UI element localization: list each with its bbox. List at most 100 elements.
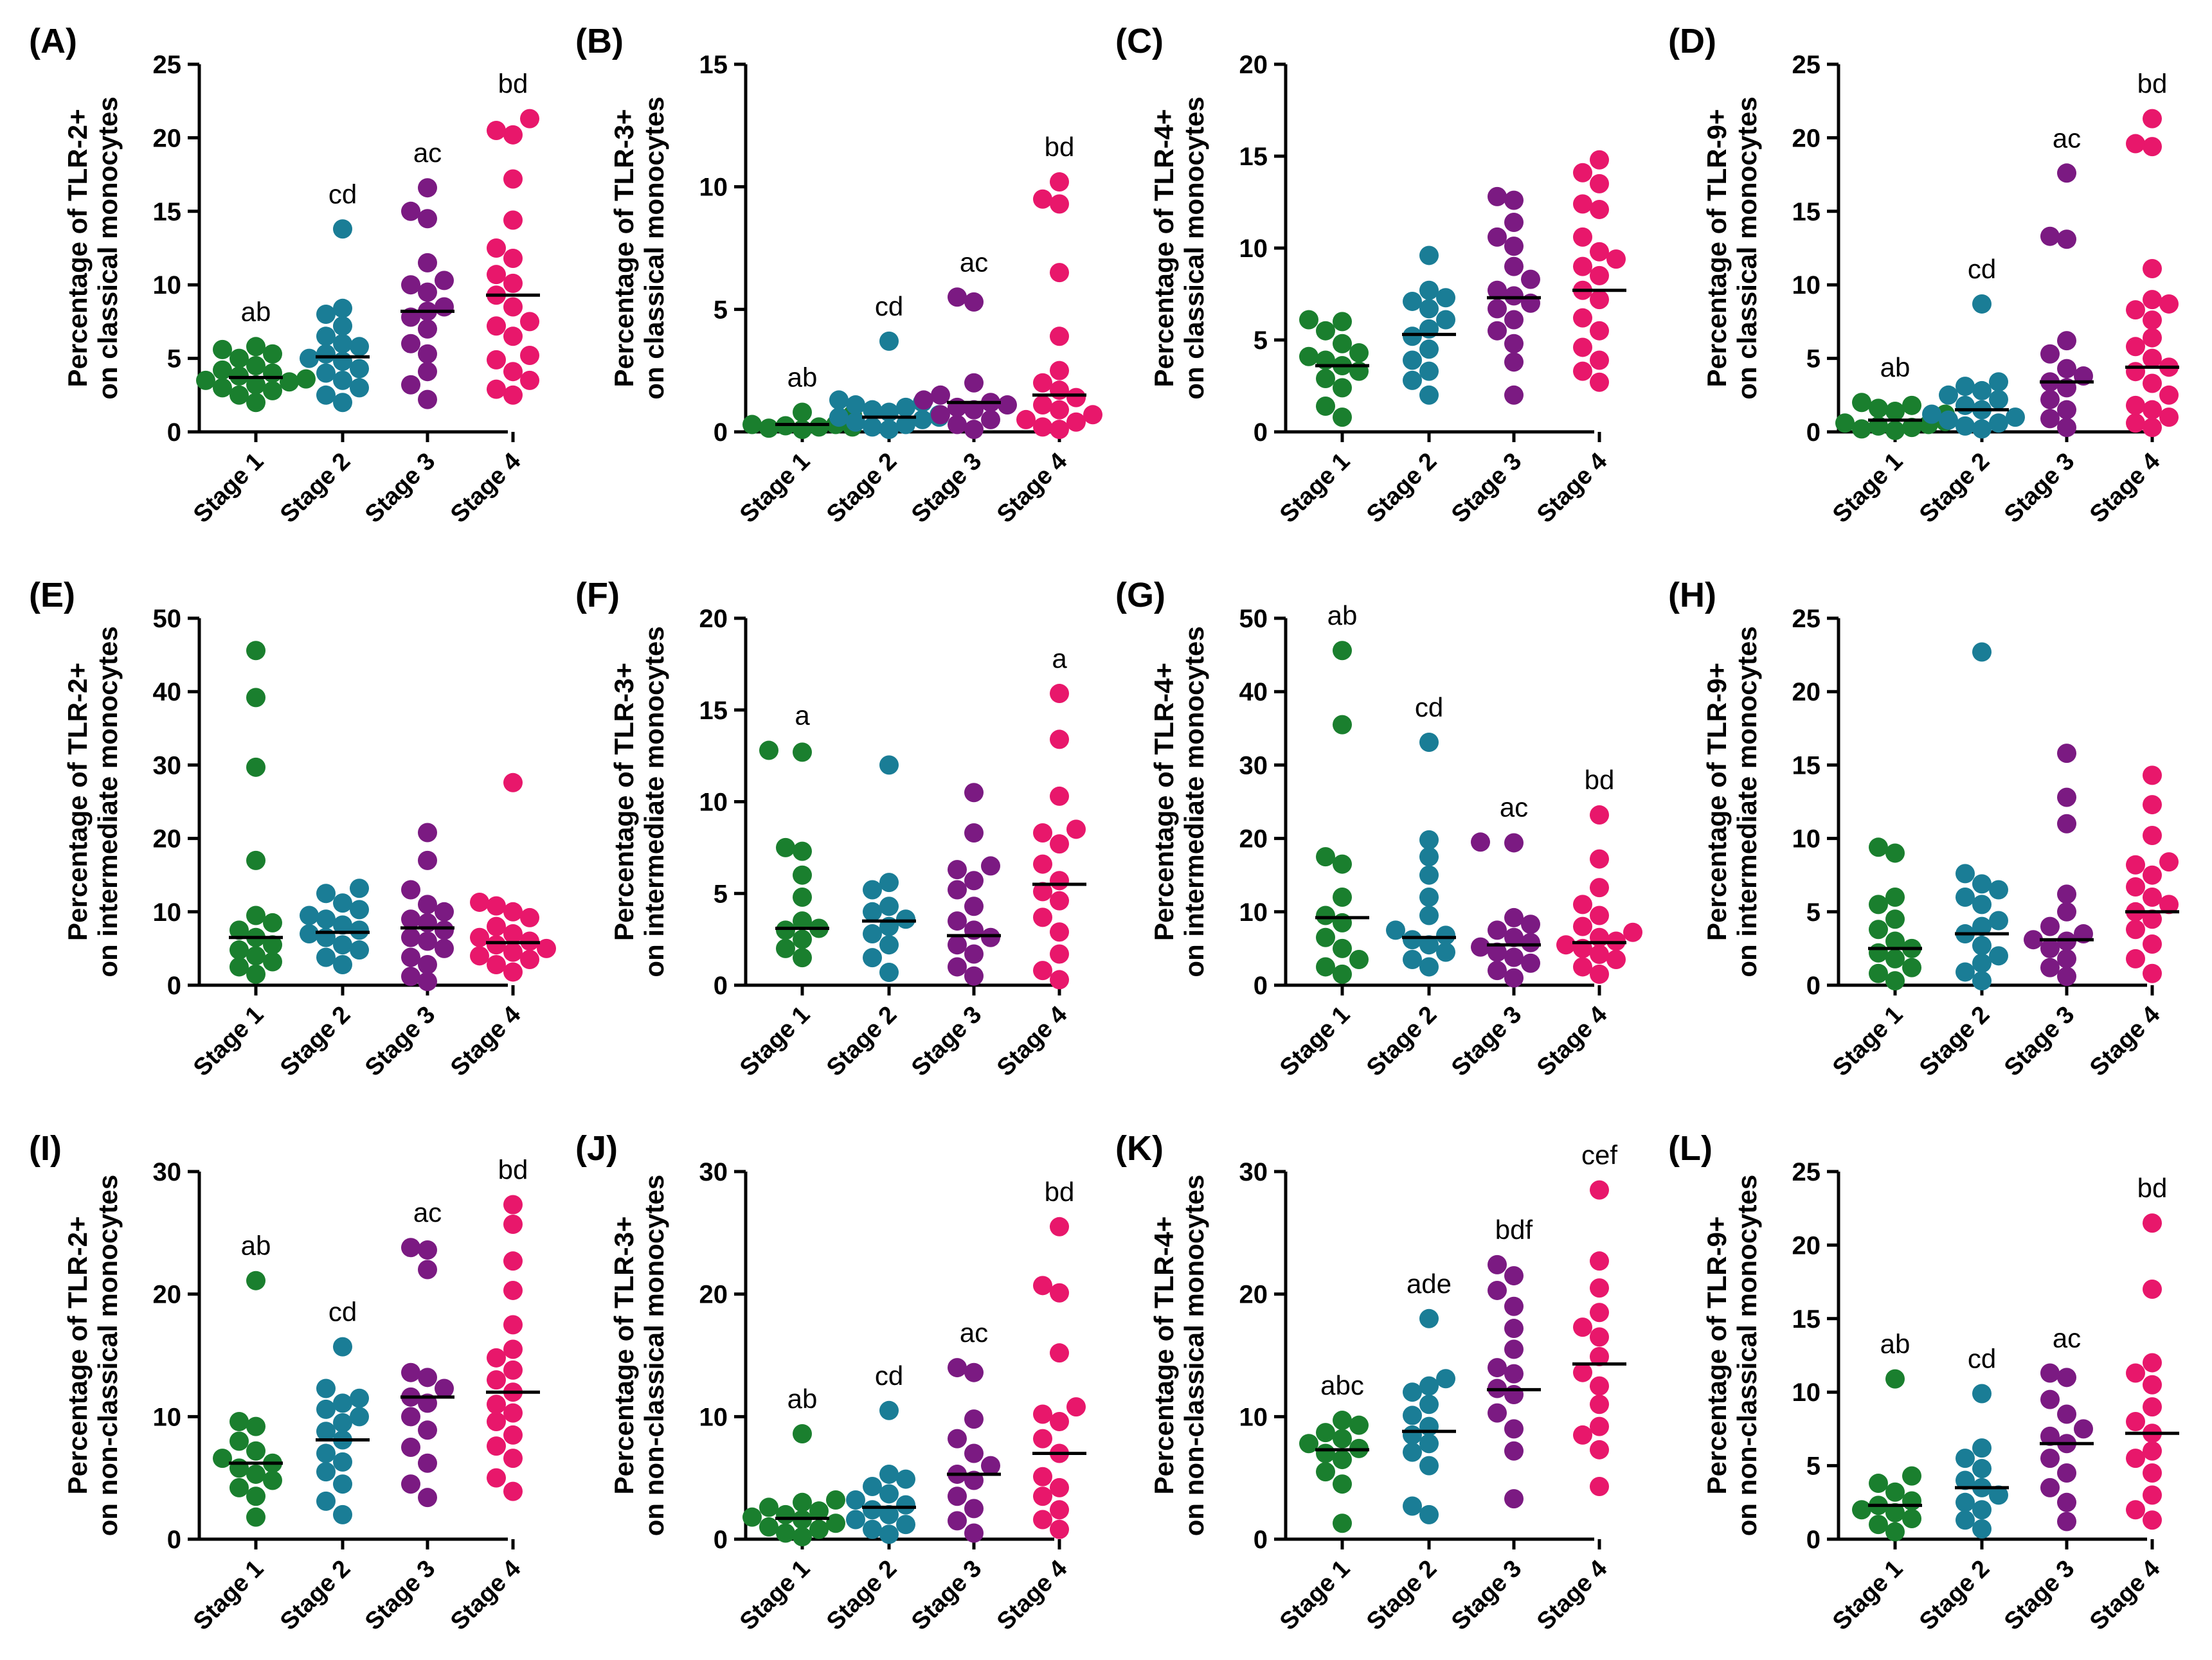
point-stage-3: [1521, 933, 1540, 952]
point-stage-4: [470, 927, 489, 947]
point-stage-4: [2143, 400, 2162, 420]
y-axis-label-line1: Percentage of TLR-9+: [1702, 109, 1732, 388]
point-stage-4: [2126, 1363, 2145, 1383]
point-stage-4: [1016, 409, 1036, 429]
point-stage-3: [401, 967, 420, 986]
point-stage-1: [1333, 1474, 1352, 1494]
point-stage-3: [418, 362, 437, 382]
point-stage-3: [1504, 212, 1524, 232]
point-stage-3: [948, 1429, 967, 1449]
point-stage-3: [2074, 1419, 2093, 1439]
point-stage-1: [213, 1449, 232, 1468]
point-stage-3: [964, 966, 984, 986]
point-stage-3: [1521, 269, 1540, 289]
y-tick-label: 20: [1239, 825, 1268, 853]
y-axis-label-line2: on classical monocytes: [1732, 96, 1762, 400]
point-stage-3: [1521, 953, 1540, 973]
point-stage-2: [1972, 1500, 1992, 1520]
point-stage-3: [418, 1488, 437, 1508]
point-stage-4: [2143, 826, 2162, 846]
point-stage-4: [1050, 1500, 1069, 1520]
point-stage-2: [896, 397, 915, 417]
point-stage-2: [333, 298, 352, 318]
point-stage-2: [1419, 906, 1439, 925]
point-stage-1: [759, 1517, 778, 1537]
point-stage-4: [1590, 927, 1609, 947]
point-stage-4: [2143, 290, 2162, 310]
point-stage-3: [931, 405, 950, 425]
point-stage-3: [435, 297, 454, 317]
point-stage-4: [1590, 199, 1609, 219]
point-stage-4: [1050, 944, 1069, 964]
point-stage-4: [1590, 964, 1609, 984]
point-stage-4: [1033, 373, 1052, 393]
point-stage-4: [2159, 852, 2179, 872]
point-stage-4: [1590, 290, 1609, 310]
point-stage-2: [1922, 404, 1941, 424]
point-stage-2: [879, 1484, 899, 1504]
panel-i: (I) Percentage of TLR-2+ on non-classical …: [29, 1129, 540, 1636]
point-stage-4: [2126, 337, 2145, 357]
point-stage-3: [401, 909, 420, 929]
point-stage-3: [2040, 344, 2060, 364]
point-stage-1: [1852, 393, 1871, 413]
point-stage-2: [333, 334, 352, 353]
x-tick-label: Stage 2: [822, 1555, 902, 1636]
panel-l: (L) Percentage of TLR-9+ on non-classical …: [1668, 1129, 2179, 1636]
point-stage-1: [809, 1519, 829, 1539]
point-stage-1: [1333, 913, 1352, 933]
y-tick-label: 0: [1806, 418, 1821, 447]
x-tick-label: Stage 4: [2085, 448, 2165, 528]
y-tick-label: 20: [153, 1281, 182, 1309]
point-stage-4: [487, 916, 506, 936]
point-stage-4: [1606, 950, 1626, 970]
point-stage-1: [246, 688, 265, 708]
point-stage-4: [487, 955, 506, 975]
point-stage-2: [1419, 1504, 1439, 1524]
y-tick-label: 0: [1254, 1526, 1268, 1554]
point-stage-3: [401, 1362, 420, 1382]
point-stage-3: [1471, 937, 1490, 957]
x-tick-label: Stage 4: [445, 1001, 526, 1082]
point-stage-1: [263, 952, 282, 972]
x-tick-label: Stage 4: [992, 1555, 1072, 1636]
x-tick-label: Stage 2: [275, 448, 355, 528]
point-stage-2: [1419, 1395, 1439, 1415]
point-stage-4: [1573, 1317, 1592, 1337]
x-tick-label: Stage 3: [906, 1555, 987, 1636]
point-stage-2: [1403, 370, 1422, 390]
point-stage-2: [316, 884, 336, 904]
point-stage-2: [896, 1495, 915, 1515]
point-stage-2: [1989, 389, 2008, 409]
point-stage-3: [1504, 968, 1524, 988]
point-stage-4: [487, 1411, 506, 1431]
point-stage-4: [1590, 1278, 1609, 1298]
point-stage-1: [296, 369, 316, 389]
significance-label: bd: [1045, 1177, 1075, 1207]
significance-label: cd: [1968, 1343, 1996, 1373]
point-stage-4: [2143, 1510, 2162, 1530]
point-stage-1: [759, 740, 778, 760]
point-stage-4: [2143, 259, 2162, 279]
point-stage-3: [1504, 237, 1524, 256]
point-stage-2: [863, 400, 882, 420]
point-stage-3: [418, 1368, 437, 1388]
y-axis-label-line2: on non-classical monocytes: [1179, 1175, 1209, 1537]
point-stage-1: [793, 887, 812, 907]
point-stage-2: [1419, 865, 1439, 885]
point-stage-4: [503, 1195, 523, 1215]
point-stage-1: [809, 417, 829, 437]
point-stage-4: [1590, 350, 1609, 370]
point-stage-3: [418, 178, 437, 198]
y-axis-label-line2: on non-classical monocytes: [93, 1175, 123, 1537]
point-stage-4: [1033, 1276, 1052, 1296]
point-stage-4: [503, 772, 523, 792]
point-stage-2: [879, 1524, 899, 1544]
point-stage-4: [503, 210, 523, 230]
x-tick-label: Stage 3: [1446, 448, 1527, 528]
y-tick-label: 15: [153, 198, 182, 226]
point-stage-1: [1333, 1411, 1352, 1431]
point-stage-3: [2057, 163, 2076, 183]
point-stage-2: [829, 407, 849, 427]
x-tick-label: Stage 2: [1914, 448, 1995, 528]
